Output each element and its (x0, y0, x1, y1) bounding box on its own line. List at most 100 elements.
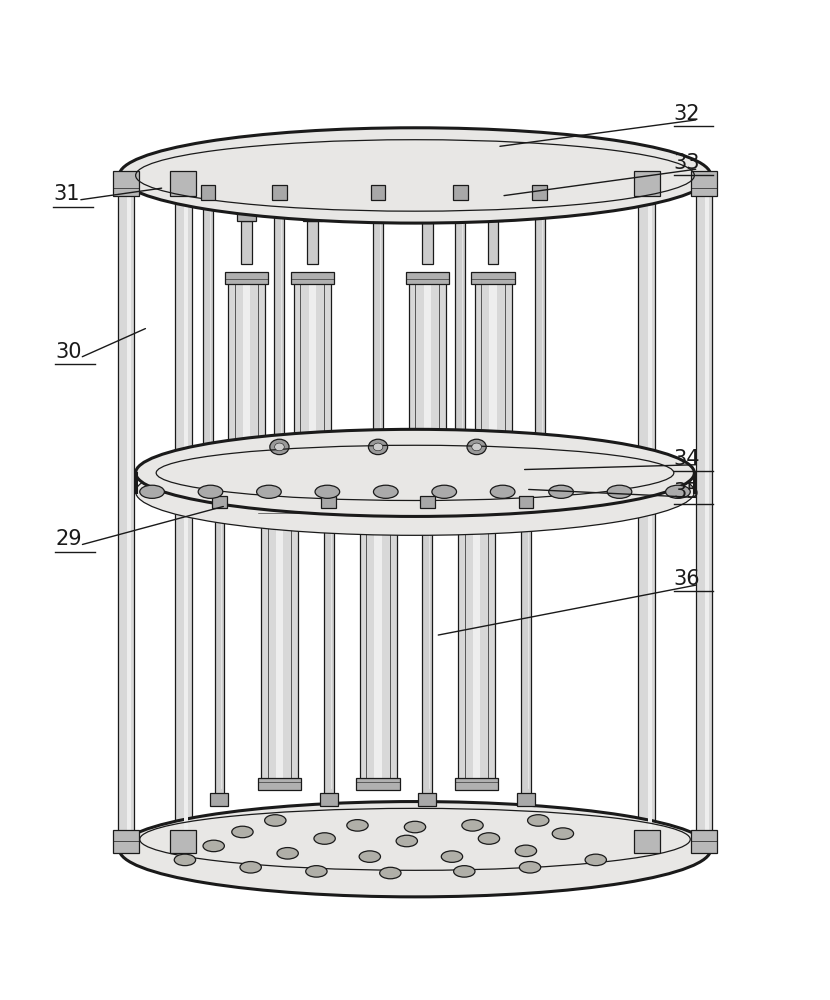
Bar (471, 272, 515, 284)
Ellipse shape (467, 439, 486, 455)
Ellipse shape (483, 197, 503, 212)
Bar (691, 171, 717, 196)
Ellipse shape (515, 845, 537, 857)
Ellipse shape (314, 833, 335, 844)
Bar (373, 463, 383, 498)
Bar (456, 196, 465, 471)
Ellipse shape (608, 485, 632, 498)
Text: 35: 35 (674, 482, 701, 502)
Ellipse shape (374, 443, 383, 451)
Ellipse shape (471, 443, 481, 451)
Bar (303, 209, 322, 221)
Bar (113, 830, 139, 853)
Ellipse shape (478, 833, 500, 844)
Ellipse shape (417, 197, 437, 212)
Bar (409, 274, 446, 467)
Text: 30: 30 (55, 342, 81, 362)
Ellipse shape (369, 439, 388, 455)
Bar (467, 452, 486, 463)
Bar (638, 175, 655, 849)
Ellipse shape (552, 828, 574, 839)
Bar (242, 221, 251, 264)
Bar (257, 778, 301, 790)
Ellipse shape (135, 448, 695, 535)
Bar (633, 171, 660, 196)
Bar (519, 496, 534, 508)
Bar (647, 180, 652, 845)
Ellipse shape (174, 854, 196, 866)
Bar (455, 506, 498, 518)
Bar (294, 274, 331, 467)
Ellipse shape (374, 485, 398, 498)
Ellipse shape (198, 485, 222, 498)
Bar (705, 180, 709, 845)
Bar (406, 272, 449, 284)
Bar (423, 276, 431, 465)
Bar (473, 510, 481, 786)
Bar (417, 209, 437, 221)
Bar (243, 276, 251, 465)
Bar (228, 274, 265, 467)
Ellipse shape (120, 802, 710, 897)
Ellipse shape (232, 826, 253, 838)
Bar (175, 175, 192, 849)
Bar (270, 452, 289, 463)
Text: 29: 29 (55, 529, 81, 549)
Ellipse shape (520, 862, 540, 873)
Bar (203, 196, 212, 471)
Bar (127, 180, 130, 845)
Bar (225, 272, 268, 284)
Ellipse shape (240, 862, 261, 873)
Text: 36: 36 (674, 569, 701, 589)
Bar (531, 469, 549, 481)
Bar (475, 274, 511, 467)
Ellipse shape (454, 866, 475, 877)
Bar (261, 508, 298, 788)
Bar (237, 209, 256, 221)
Ellipse shape (270, 439, 289, 455)
Bar (488, 221, 498, 264)
Bar (290, 457, 334, 470)
Bar (184, 180, 188, 845)
Bar (691, 830, 717, 853)
Ellipse shape (139, 485, 164, 498)
Ellipse shape (256, 485, 281, 498)
Ellipse shape (432, 485, 457, 498)
Bar (471, 463, 482, 498)
Bar (113, 171, 139, 196)
Bar (374, 510, 382, 786)
Bar (369, 452, 388, 463)
Ellipse shape (528, 815, 549, 826)
Ellipse shape (461, 820, 483, 831)
Bar (374, 196, 383, 471)
Text: 31: 31 (53, 184, 80, 204)
Bar (517, 793, 535, 806)
Bar (455, 778, 498, 790)
Bar (452, 469, 469, 481)
Bar (257, 506, 301, 518)
Ellipse shape (277, 848, 298, 859)
Bar (290, 272, 334, 284)
Bar (199, 469, 217, 481)
Bar (371, 185, 385, 200)
Ellipse shape (585, 854, 607, 866)
Bar (324, 506, 334, 796)
Ellipse shape (442, 851, 462, 862)
Bar (118, 175, 134, 849)
Bar (271, 469, 289, 481)
Bar (359, 508, 397, 788)
Ellipse shape (275, 443, 284, 451)
Ellipse shape (265, 815, 286, 826)
Bar (458, 508, 496, 788)
Bar (274, 463, 285, 498)
Bar (418, 793, 437, 806)
Ellipse shape (203, 840, 224, 852)
Ellipse shape (303, 197, 322, 212)
Bar (321, 496, 336, 508)
Text: 32: 32 (674, 104, 701, 124)
Bar (422, 506, 432, 796)
Bar (422, 221, 432, 264)
Bar (406, 457, 449, 470)
Bar (633, 830, 660, 853)
Bar (320, 793, 338, 806)
